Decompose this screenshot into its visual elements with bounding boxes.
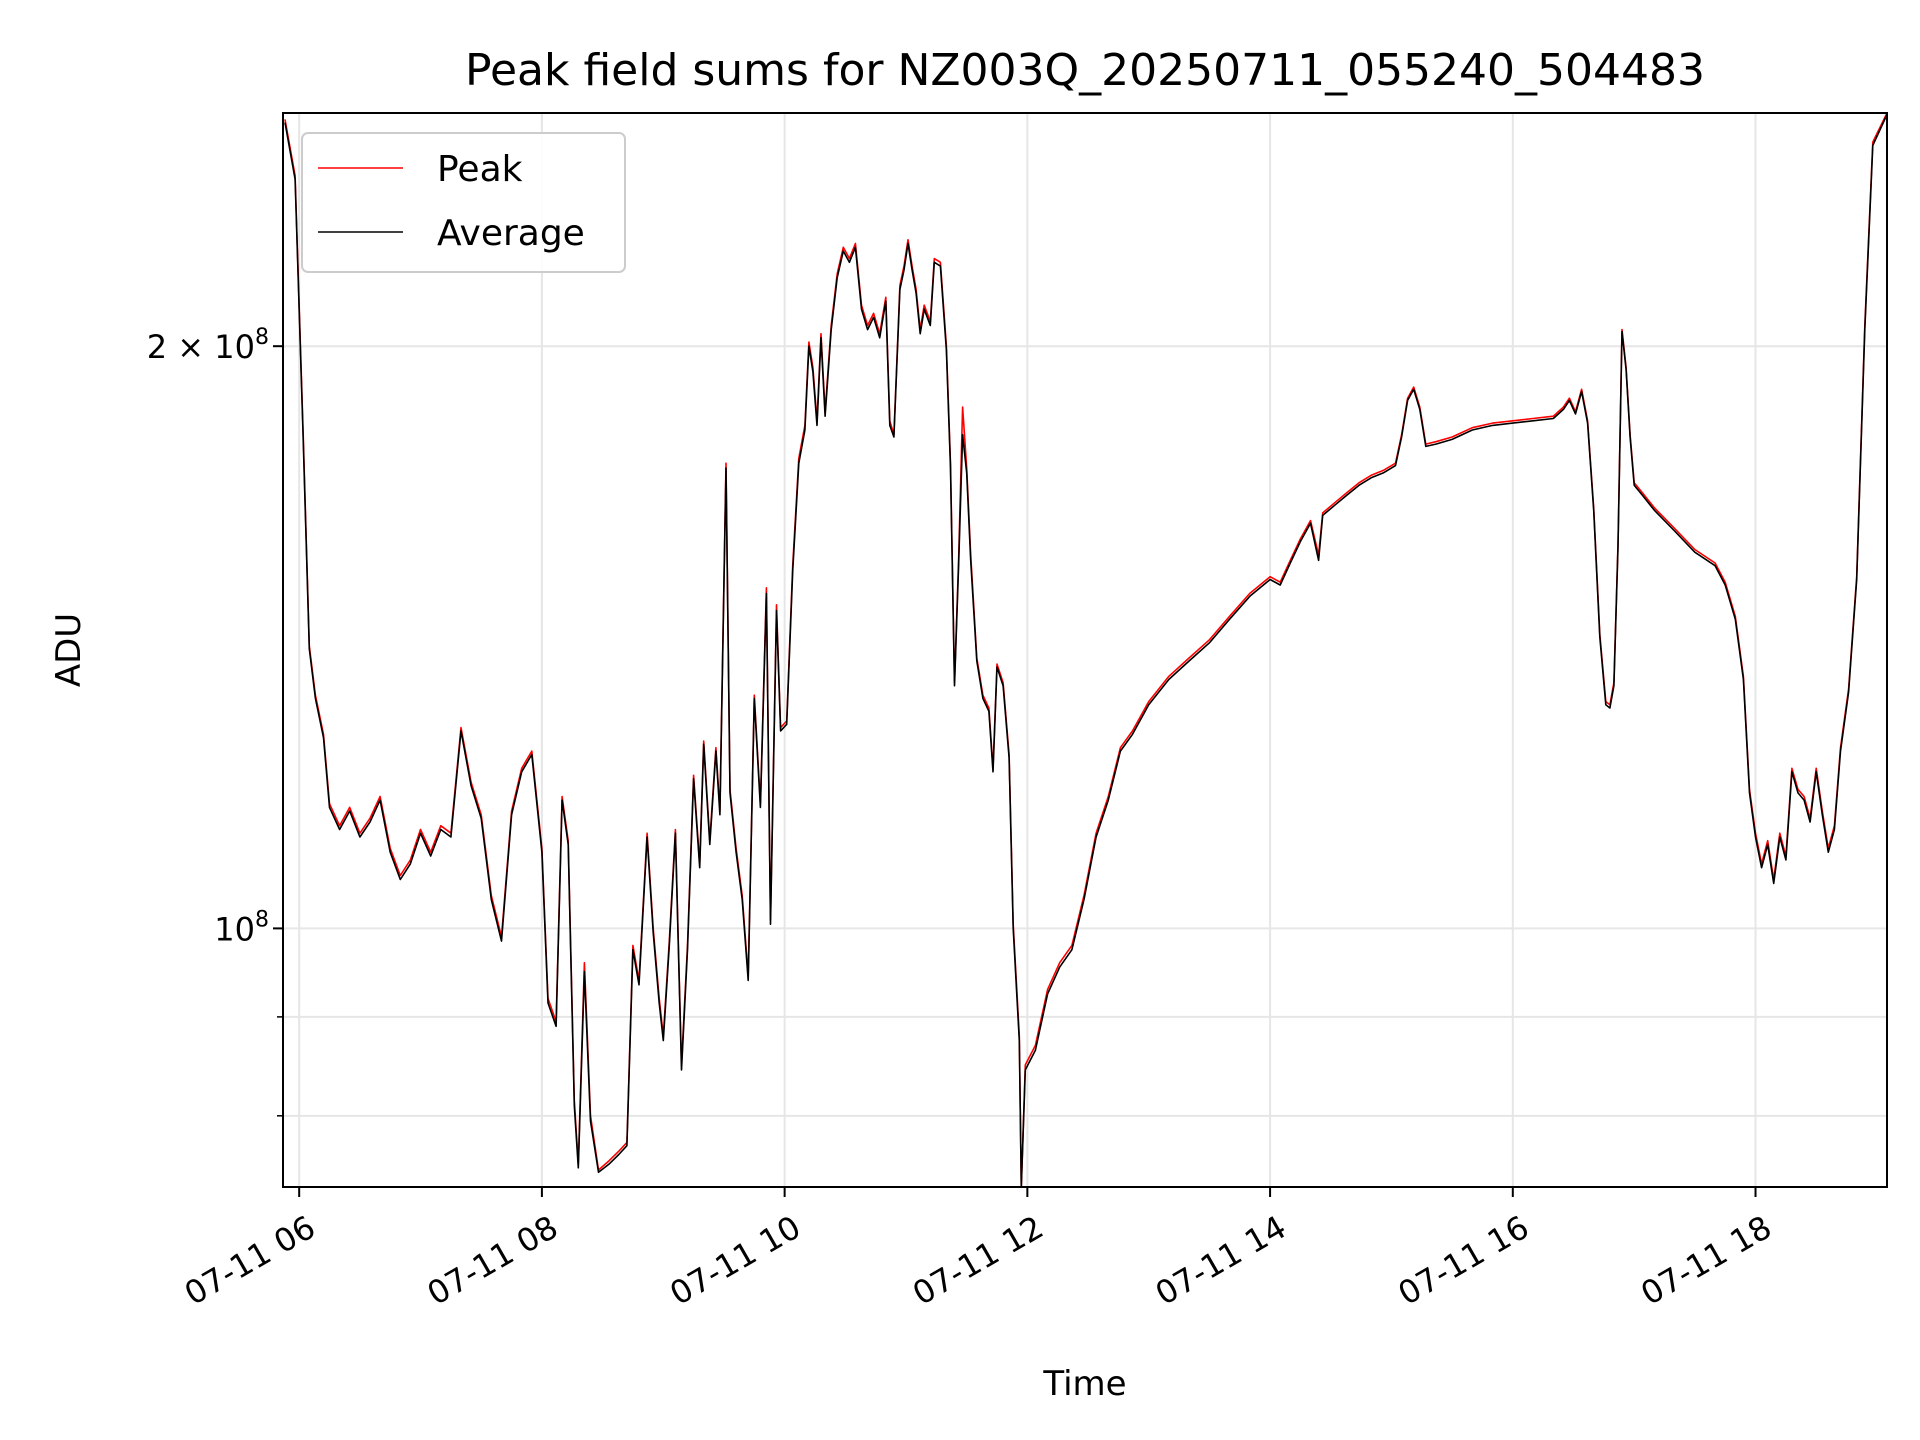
y-tick-label-base: 2 × 10 xyxy=(147,328,255,366)
series-layer xyxy=(284,113,1887,1187)
y-tick-label: 2 × 108 xyxy=(147,325,269,366)
y-tick-label: 108 xyxy=(214,907,269,948)
y-tick-label-exponent: 8 xyxy=(255,907,269,932)
legend: Peak Average xyxy=(301,132,626,273)
series-line-average xyxy=(284,114,1887,1187)
chart-title: Peak field sums for NZ003Q_20250711_0552… xyxy=(465,45,1705,96)
x-axis-label: Time xyxy=(1042,1364,1126,1404)
y-tick-label-exponent: 8 xyxy=(255,325,269,350)
legend-label-peak: Peak xyxy=(437,149,523,190)
plot-frame xyxy=(282,112,1888,1188)
grid xyxy=(283,113,1887,1187)
legend-label-average: Average xyxy=(437,213,585,254)
y-axis-label: ADU xyxy=(49,613,89,687)
y-tick-label-base: 10 xyxy=(214,910,255,948)
